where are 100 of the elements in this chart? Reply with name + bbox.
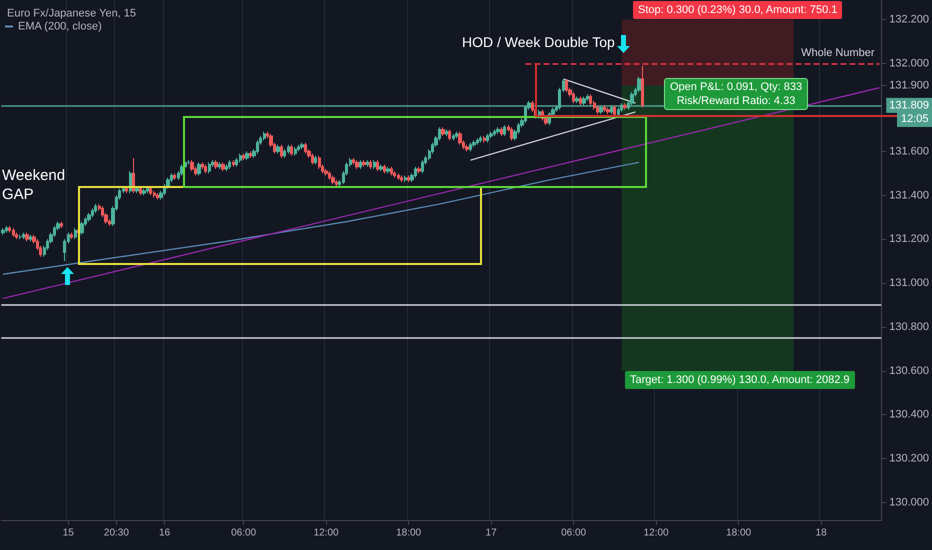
candlestick [139, 186, 142, 196]
candlestick [445, 128, 448, 137]
candlestick [417, 166, 421, 174]
candlestick [256, 140, 259, 154]
candlestick [300, 142, 304, 150]
candlestick [617, 107, 620, 117]
candlestick [135, 186, 139, 194]
candlestick [328, 170, 331, 180]
candlestick [304, 142, 307, 154]
candlestick [379, 164, 383, 172]
candlestick [335, 179, 338, 187]
candlestick [441, 126, 445, 137]
candlestick [393, 170, 396, 178]
x-tick-label: 06:00 [231, 528, 257, 538]
candlestick [8, 225, 11, 234]
text: Euro Fx/Japanese Yen, 15 [7, 8, 136, 20]
candlestick [496, 126, 500, 134]
candlestick [472, 140, 476, 148]
candlestick [586, 94, 589, 102]
candlestick [623, 102, 627, 110]
annotation: Weekend GAP [2, 166, 66, 204]
candlestick [311, 153, 314, 166]
candlestick [242, 153, 245, 161]
candlestick [596, 104, 599, 115]
candlestick [489, 131, 493, 139]
candlestick [232, 160, 235, 168]
candlestick [29, 234, 32, 242]
candlestick [12, 228, 15, 238]
candlestick [70, 232, 73, 240]
text: 12:05 [897, 111, 932, 127]
candlestick [1, 228, 5, 236]
y-tick-label: 132.000 [889, 58, 930, 70]
x-tick-label: 06:00 [561, 528, 587, 538]
candlestick [74, 228, 77, 240]
candlestick [589, 94, 592, 106]
candlestick [129, 170, 132, 194]
candlestick [239, 153, 242, 163]
candlestick [359, 160, 362, 170]
candlestick [400, 175, 403, 183]
x-tick-label: 18 [816, 528, 828, 538]
candlestick [294, 146, 297, 156]
candlestick [297, 144, 300, 152]
candlestick [228, 160, 231, 170]
x-tick-label: 18:00 [726, 528, 752, 538]
candlestick [500, 126, 503, 137]
candlestick [575, 96, 579, 104]
candlestick [208, 162, 211, 174]
candlestick [476, 138, 479, 146]
y-tick-label: 130.600 [889, 364, 930, 377]
candlestick [483, 136, 486, 144]
candlestick [376, 160, 379, 172]
y-tick-label: 131.200 [889, 233, 930, 246]
candlestick [503, 124, 506, 137]
candlestick [290, 144, 293, 156]
candlestick [287, 144, 290, 154]
y-tick-label: 131.600 [889, 145, 930, 158]
candlestick [362, 160, 366, 168]
candlestick [404, 175, 407, 183]
candlestick [201, 162, 204, 170]
candlestick [318, 155, 321, 170]
annotation: HOD / Week Double Top [462, 34, 615, 50]
candlestick [125, 186, 128, 194]
candlestick [465, 144, 469, 152]
candlestick [610, 104, 613, 115]
candlestick [386, 166, 390, 174]
candlestick [479, 136, 482, 144]
candlestick [486, 133, 489, 144]
candlestick [142, 188, 146, 196]
x-tick-label: 20:30 [104, 528, 130, 538]
candlestick [620, 102, 623, 112]
candlestick [245, 150, 249, 161]
y-tick-label: 131.400 [889, 189, 930, 202]
candlestick [25, 232, 29, 242]
x-tick-label: 12:00 [314, 528, 340, 538]
candlestick [637, 76, 641, 93]
candlestick [276, 144, 280, 154]
candlestick [407, 175, 410, 183]
candlestick [331, 175, 335, 185]
candlestick [603, 104, 606, 112]
y-tick-label: 130.400 [889, 408, 930, 421]
candlestick [214, 160, 218, 170]
candlestick [94, 204, 97, 214]
y-tick-label: 130.000 [889, 496, 930, 508]
candlestick [218, 162, 221, 170]
candlestick [221, 162, 225, 172]
candlestick [235, 157, 238, 168]
candlestick [324, 168, 328, 176]
legend-label: EMA (200, close) [18, 20, 102, 32]
x-tick-label: 16 [158, 528, 171, 538]
candlestick [369, 160, 372, 170]
candlestick [156, 192, 159, 200]
candlestick [87, 212, 91, 222]
candlestick [5, 225, 8, 234]
candlestick [613, 104, 616, 117]
candlestick [565, 78, 568, 93]
candlestick [448, 128, 451, 141]
candlestick [225, 164, 228, 172]
candlestick [452, 133, 455, 141]
candlestick [599, 104, 603, 115]
candlestick [390, 166, 393, 176]
